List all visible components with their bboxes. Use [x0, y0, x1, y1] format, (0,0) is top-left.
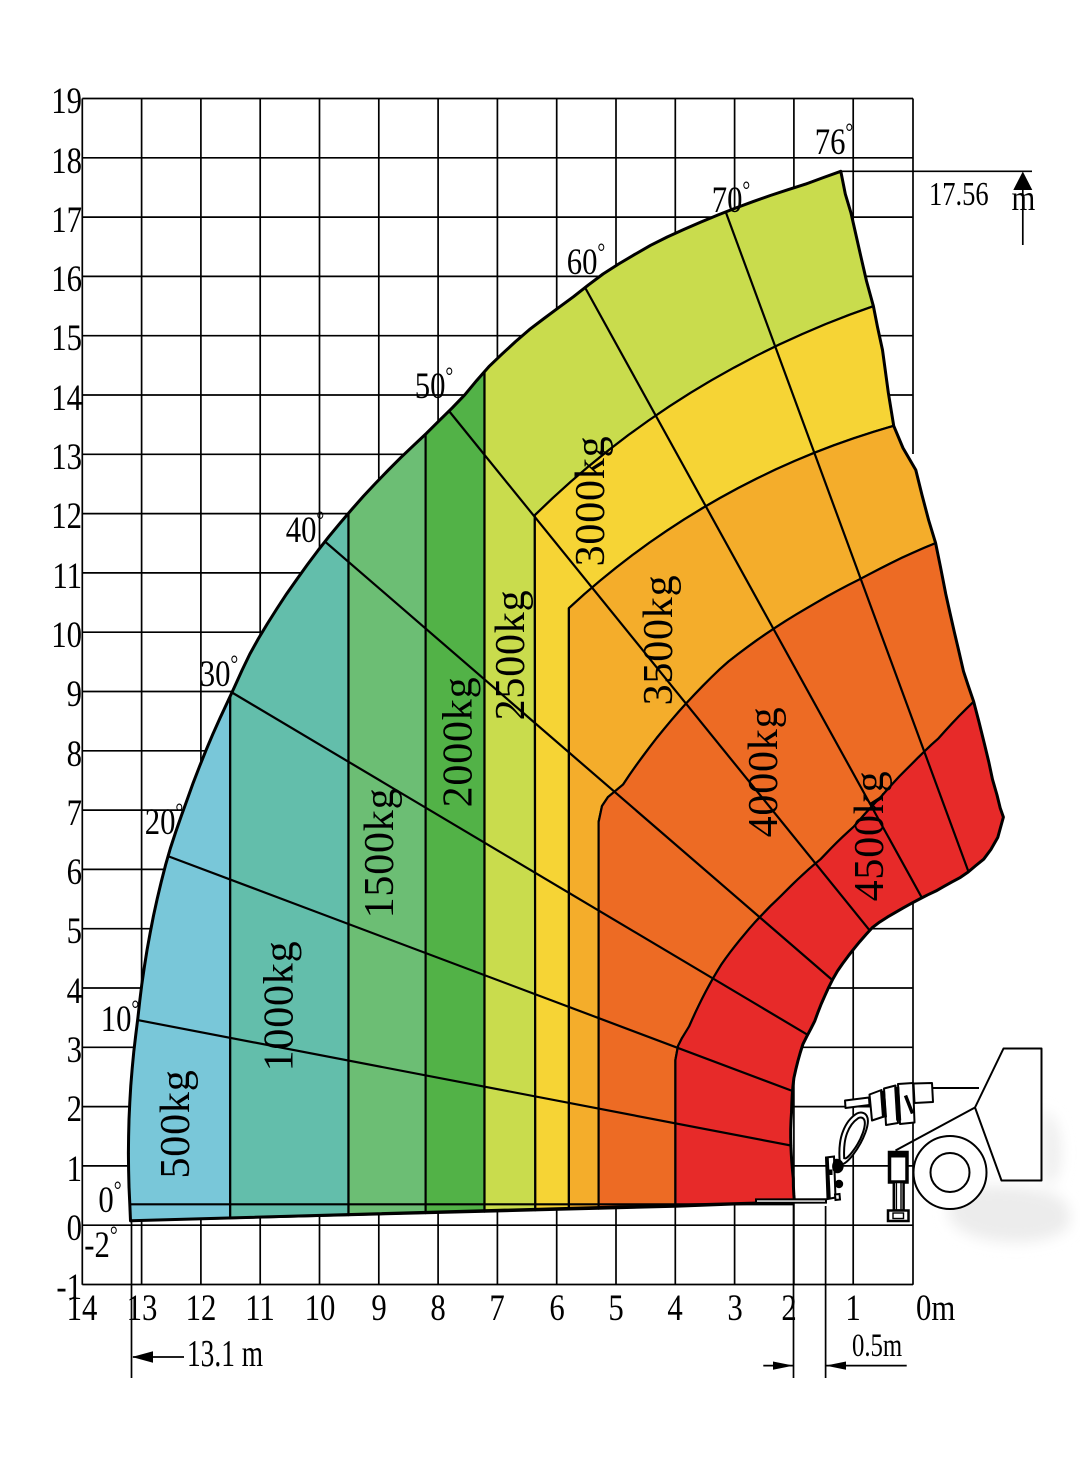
svg-text:16: 16 — [51, 258, 82, 300]
svg-text:5: 5 — [608, 1287, 623, 1329]
svg-text:1: 1 — [67, 1148, 82, 1190]
svg-text:7: 7 — [489, 1287, 504, 1329]
svg-text:7: 7 — [67, 792, 82, 834]
svg-text:5: 5 — [67, 910, 82, 952]
svg-text:4: 4 — [67, 970, 82, 1012]
svg-text:18: 18 — [51, 140, 82, 182]
svg-text:8: 8 — [67, 733, 82, 775]
svg-text:-1: -1 — [56, 1266, 82, 1308]
svg-text:0m: 0m — [916, 1287, 956, 1329]
svg-text:12: 12 — [186, 1287, 217, 1329]
svg-text:11: 11 — [245, 1287, 275, 1329]
svg-text:11: 11 — [52, 555, 82, 597]
svg-text:3: 3 — [67, 1029, 82, 1071]
svg-text:1: 1 — [845, 1287, 860, 1329]
svg-text:13: 13 — [51, 436, 82, 478]
svg-text:3500kg: 3500kg — [636, 575, 682, 706]
svg-text:1500kg: 1500kg — [357, 788, 403, 919]
svg-text:2: 2 — [781, 1287, 796, 1329]
svg-text:3: 3 — [727, 1287, 742, 1329]
svg-text:17.56: 17.56 — [929, 175, 989, 213]
svg-text:17: 17 — [51, 199, 82, 241]
svg-text:9: 9 — [371, 1287, 386, 1329]
svg-text:9: 9 — [67, 673, 82, 715]
svg-text:6: 6 — [549, 1287, 564, 1329]
svg-text:8: 8 — [430, 1287, 445, 1329]
svg-text:2500kg: 2500kg — [488, 590, 534, 721]
svg-text:14: 14 — [51, 377, 82, 419]
svg-text:500kg: 500kg — [153, 1070, 199, 1179]
svg-text:2: 2 — [67, 1088, 82, 1130]
svg-text:13.1 m: 13.1 m — [187, 1333, 263, 1375]
svg-text:6: 6 — [67, 851, 82, 893]
svg-text:4000kg: 4000kg — [741, 707, 787, 838]
svg-text:10: 10 — [305, 1287, 336, 1329]
svg-text:15: 15 — [51, 317, 82, 359]
svg-text:12: 12 — [51, 495, 82, 537]
svg-text:14: 14 — [67, 1287, 98, 1329]
svg-text:3000kg: 3000kg — [568, 436, 614, 567]
svg-text:4: 4 — [667, 1287, 682, 1329]
svg-text:0: 0 — [67, 1207, 82, 1249]
svg-text:1000kg: 1000kg — [257, 941, 303, 1072]
svg-text:13: 13 — [127, 1287, 158, 1329]
svg-text:19: 19 — [51, 80, 82, 122]
svg-text:4500kg: 4500kg — [847, 771, 893, 902]
svg-text:0.5m: 0.5m — [852, 1328, 902, 1364]
svg-text:10: 10 — [51, 614, 82, 656]
svg-text:2000kg: 2000kg — [436, 677, 482, 808]
svg-text:m: m — [1012, 179, 1036, 219]
